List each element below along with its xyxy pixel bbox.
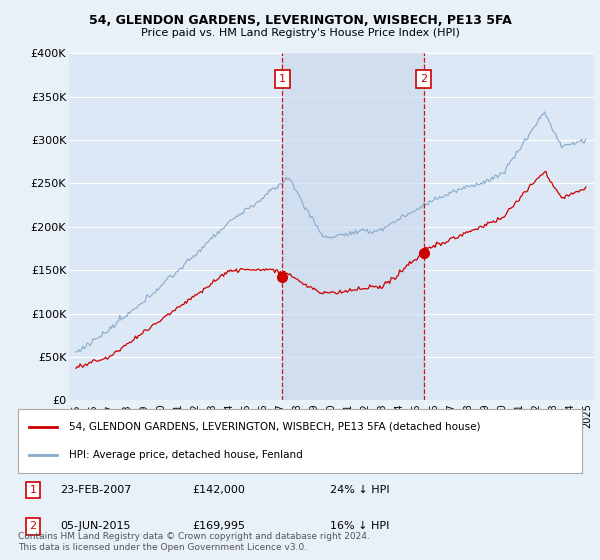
Text: 1: 1 (279, 74, 286, 84)
Text: 24% ↓ HPI: 24% ↓ HPI (330, 485, 389, 495)
Text: 54, GLENDON GARDENS, LEVERINGTON, WISBECH, PE13 5FA: 54, GLENDON GARDENS, LEVERINGTON, WISBEC… (89, 14, 511, 27)
Text: £169,995: £169,995 (192, 521, 245, 531)
Text: £142,000: £142,000 (192, 485, 245, 495)
Text: HPI: Average price, detached house, Fenland: HPI: Average price, detached house, Fenl… (69, 450, 302, 460)
Text: Price paid vs. HM Land Registry's House Price Index (HPI): Price paid vs. HM Land Registry's House … (140, 28, 460, 38)
Text: 05-JUN-2015: 05-JUN-2015 (60, 521, 131, 531)
Text: 23-FEB-2007: 23-FEB-2007 (60, 485, 131, 495)
Text: 1: 1 (29, 485, 37, 495)
Text: 2: 2 (421, 74, 427, 84)
Bar (283, 53, 424, 400)
Text: 2: 2 (29, 521, 37, 531)
Text: 54, GLENDON GARDENS, LEVERINGTON, WISBECH, PE13 5FA (detached house): 54, GLENDON GARDENS, LEVERINGTON, WISBEC… (69, 422, 480, 432)
Text: 16% ↓ HPI: 16% ↓ HPI (330, 521, 389, 531)
Text: Contains HM Land Registry data © Crown copyright and database right 2024.
This d: Contains HM Land Registry data © Crown c… (18, 532, 370, 552)
